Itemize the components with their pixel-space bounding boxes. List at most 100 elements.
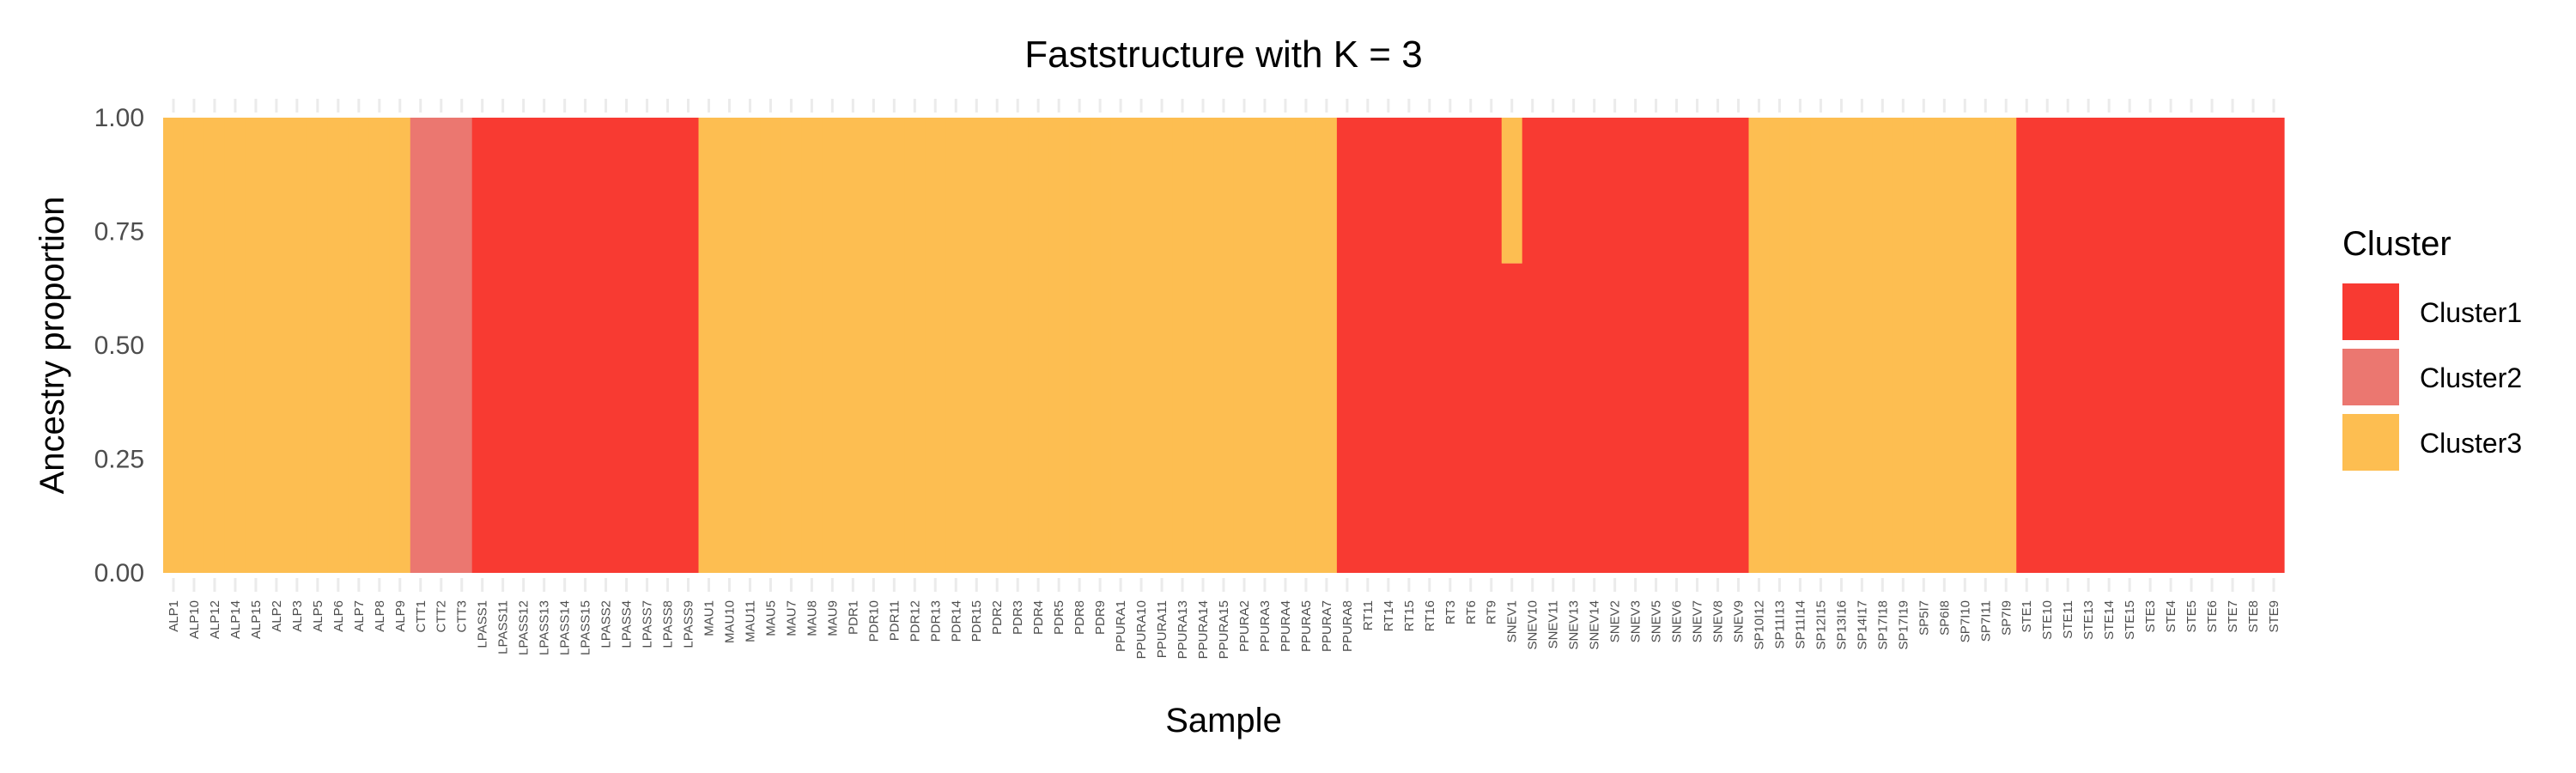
x-tick-label: RT9 <box>1485 600 1499 624</box>
x-tick-label: ALP1 <box>167 600 181 632</box>
x-tick-label: ALP5 <box>311 600 325 632</box>
bar-segment-cluster1-snev1 <box>1501 263 1523 573</box>
x-tick-label: MAU1 <box>702 600 716 636</box>
bars <box>163 118 2285 573</box>
bar-segment-cluster3-sp14i17 <box>1851 118 1873 573</box>
bar-segment-cluster1-snev9 <box>1728 118 1750 573</box>
bar-segment-cluster1-snev13 <box>1563 118 1585 573</box>
bar-segment-cluster3-sp13i16 <box>1831 118 1853 573</box>
x-tick-label: SP11I14 <box>1793 600 1807 648</box>
x-tick-label: PPURA3 <box>1258 600 1273 652</box>
bar-segment-cluster3-pdr5 <box>1048 118 1070 573</box>
x-tick-label: MAU11 <box>743 600 757 642</box>
x-tick-label: PPURA10 <box>1134 600 1149 659</box>
x-tick-label: LPASS12 <box>517 600 532 655</box>
legend-key-cluster1 <box>2342 283 2399 340</box>
bar-segment-cluster1-rt9 <box>1480 118 1503 573</box>
bar-segment-cluster3-pdr1 <box>842 118 864 573</box>
x-tick-label: CTT1 <box>414 600 428 633</box>
x-tick-label: PDR12 <box>908 600 922 642</box>
x-tick-label: PDR4 <box>1031 600 1046 635</box>
bar-segment-cluster3-ppura14 <box>1193 118 1214 573</box>
bar-segment-cluster3-pdr3 <box>1007 118 1029 573</box>
bar-segment-cluster1-snev7 <box>1686 118 1709 573</box>
bar-segment-cluster3-alp1 <box>163 118 185 573</box>
bar-segment-cluster1-ste3 <box>2140 118 2161 573</box>
bar-segment-cluster3-pdr11 <box>884 118 905 573</box>
x-axis-title: Sample <box>1165 702 1282 740</box>
bar-segment-cluster1-rt15 <box>1398 118 1420 573</box>
x-tick-label: LPASS2 <box>599 600 614 648</box>
bar-segment-cluster3-alp7 <box>348 118 370 573</box>
bar-segment-cluster3-sp7i9 <box>1996 118 2017 573</box>
bar-segment-cluster3-ppura2 <box>1233 118 1255 573</box>
x-tick-label: PDR11 <box>887 600 902 641</box>
bar-segment-cluster3-alp5 <box>307 118 329 573</box>
bar-segment-cluster3-alp12 <box>204 118 226 573</box>
bar-segment-cluster1-snev6 <box>1666 118 1688 573</box>
x-tick-label: PPURA1 <box>1114 600 1128 652</box>
bar-segment-cluster1-lpass9 <box>677 118 700 573</box>
bar-segment-cluster3-pdr4 <box>1028 118 1049 573</box>
x-tick-label: LPASS11 <box>496 600 511 654</box>
x-tick-label: PPURA11 <box>1155 600 1170 658</box>
bar-segment-cluster1-ste13 <box>2078 118 2099 573</box>
bar-segment-cluster3-pdr8 <box>1069 118 1091 573</box>
x-tick-label: PDR1 <box>846 600 860 635</box>
bar-segment-cluster3-sp11i14 <box>1789 118 1812 573</box>
bar-segment-cluster3-ppura7 <box>1315 118 1338 573</box>
x-tick-label: SNEV10 <box>1526 600 1540 650</box>
bar-segment-cluster3-alp15 <box>245 118 267 573</box>
x-tick-label: PPURA14 <box>1196 600 1211 659</box>
bar-segment-cluster3-alp8 <box>368 118 391 573</box>
x-tick-label: ALP3 <box>290 600 305 632</box>
x-tick-label: STE14 <box>2102 600 2117 640</box>
x-tick-label: MAU10 <box>722 600 737 643</box>
bar-segment-cluster1-ste10 <box>2037 118 2058 573</box>
bar-segment-cluster3-alp2 <box>265 118 288 573</box>
x-tick-label: RT3 <box>1443 600 1458 624</box>
x-tick-label: SP6I8 <box>1937 600 1952 636</box>
bar-segment-cluster3-snev1 <box>1501 118 1523 264</box>
x-tick-label: SP14I17 <box>1855 600 1869 650</box>
x-tick-label: ALP10 <box>187 600 202 639</box>
x-tick-label: SP13I16 <box>1834 600 1849 650</box>
x-tick-label: SP10I12 <box>1752 600 1766 650</box>
bar-segment-cluster3-alp6 <box>327 118 349 573</box>
bar-segment-cluster1-rt6 <box>1460 118 1482 573</box>
bar-segment-cluster1-lpass7 <box>636 118 659 573</box>
x-tick-label: LPASS14 <box>558 600 573 655</box>
y-tick-label: 0.25 <box>94 446 144 474</box>
y-tick-label: 0.00 <box>94 559 144 587</box>
bar-segment-cluster2-ctt3 <box>451 118 473 573</box>
x-tick-label: MAU9 <box>825 600 840 636</box>
bar-segment-cluster3-pdr15 <box>966 118 987 573</box>
bar-segment-cluster1-lpass8 <box>657 118 679 573</box>
x-tick-label: PDR9 <box>1093 600 1108 635</box>
x-tick-label: RT11 <box>1361 600 1376 630</box>
bar-segment-cluster1-ste4 <box>2160 118 2182 573</box>
x-tick-label: STE15 <box>2123 600 2137 640</box>
bar-segment-cluster3-pdr12 <box>904 118 926 573</box>
bar-segment-cluster3-sp17i19 <box>1893 118 1914 573</box>
tick-marks <box>172 99 2275 592</box>
bar-segment-cluster1-snev3 <box>1625 118 1647 573</box>
x-tick-label: CTT3 <box>455 600 470 633</box>
bar-segment-cluster3-mau5 <box>760 118 782 573</box>
bar-segment-cluster1-ste5 <box>2181 118 2202 573</box>
bar-segment-cluster1-lpass11 <box>492 118 514 573</box>
x-tick-label: LPASS15 <box>579 600 593 655</box>
bar-segment-cluster3-sp7i11 <box>1975 118 1996 573</box>
y-axis: 0.00 0.25 0.50 0.75 1.00 <box>94 104 144 587</box>
y-tick-label: 0.50 <box>94 332 144 360</box>
x-tick-label: PDR15 <box>969 600 984 642</box>
x-tick-label: STE7 <box>2226 600 2240 633</box>
x-tick-label: ALP2 <box>270 600 284 632</box>
x-tick-label: RT15 <box>1402 600 1417 631</box>
x-tick-label: ALP14 <box>228 600 243 639</box>
bar-segment-cluster1-lpass15 <box>574 118 597 573</box>
bar-segment-cluster1-ste8 <box>2243 118 2264 573</box>
x-tick-label: SNEV1 <box>1505 600 1520 642</box>
bar-segment-cluster3-ppura5 <box>1295 118 1317 573</box>
